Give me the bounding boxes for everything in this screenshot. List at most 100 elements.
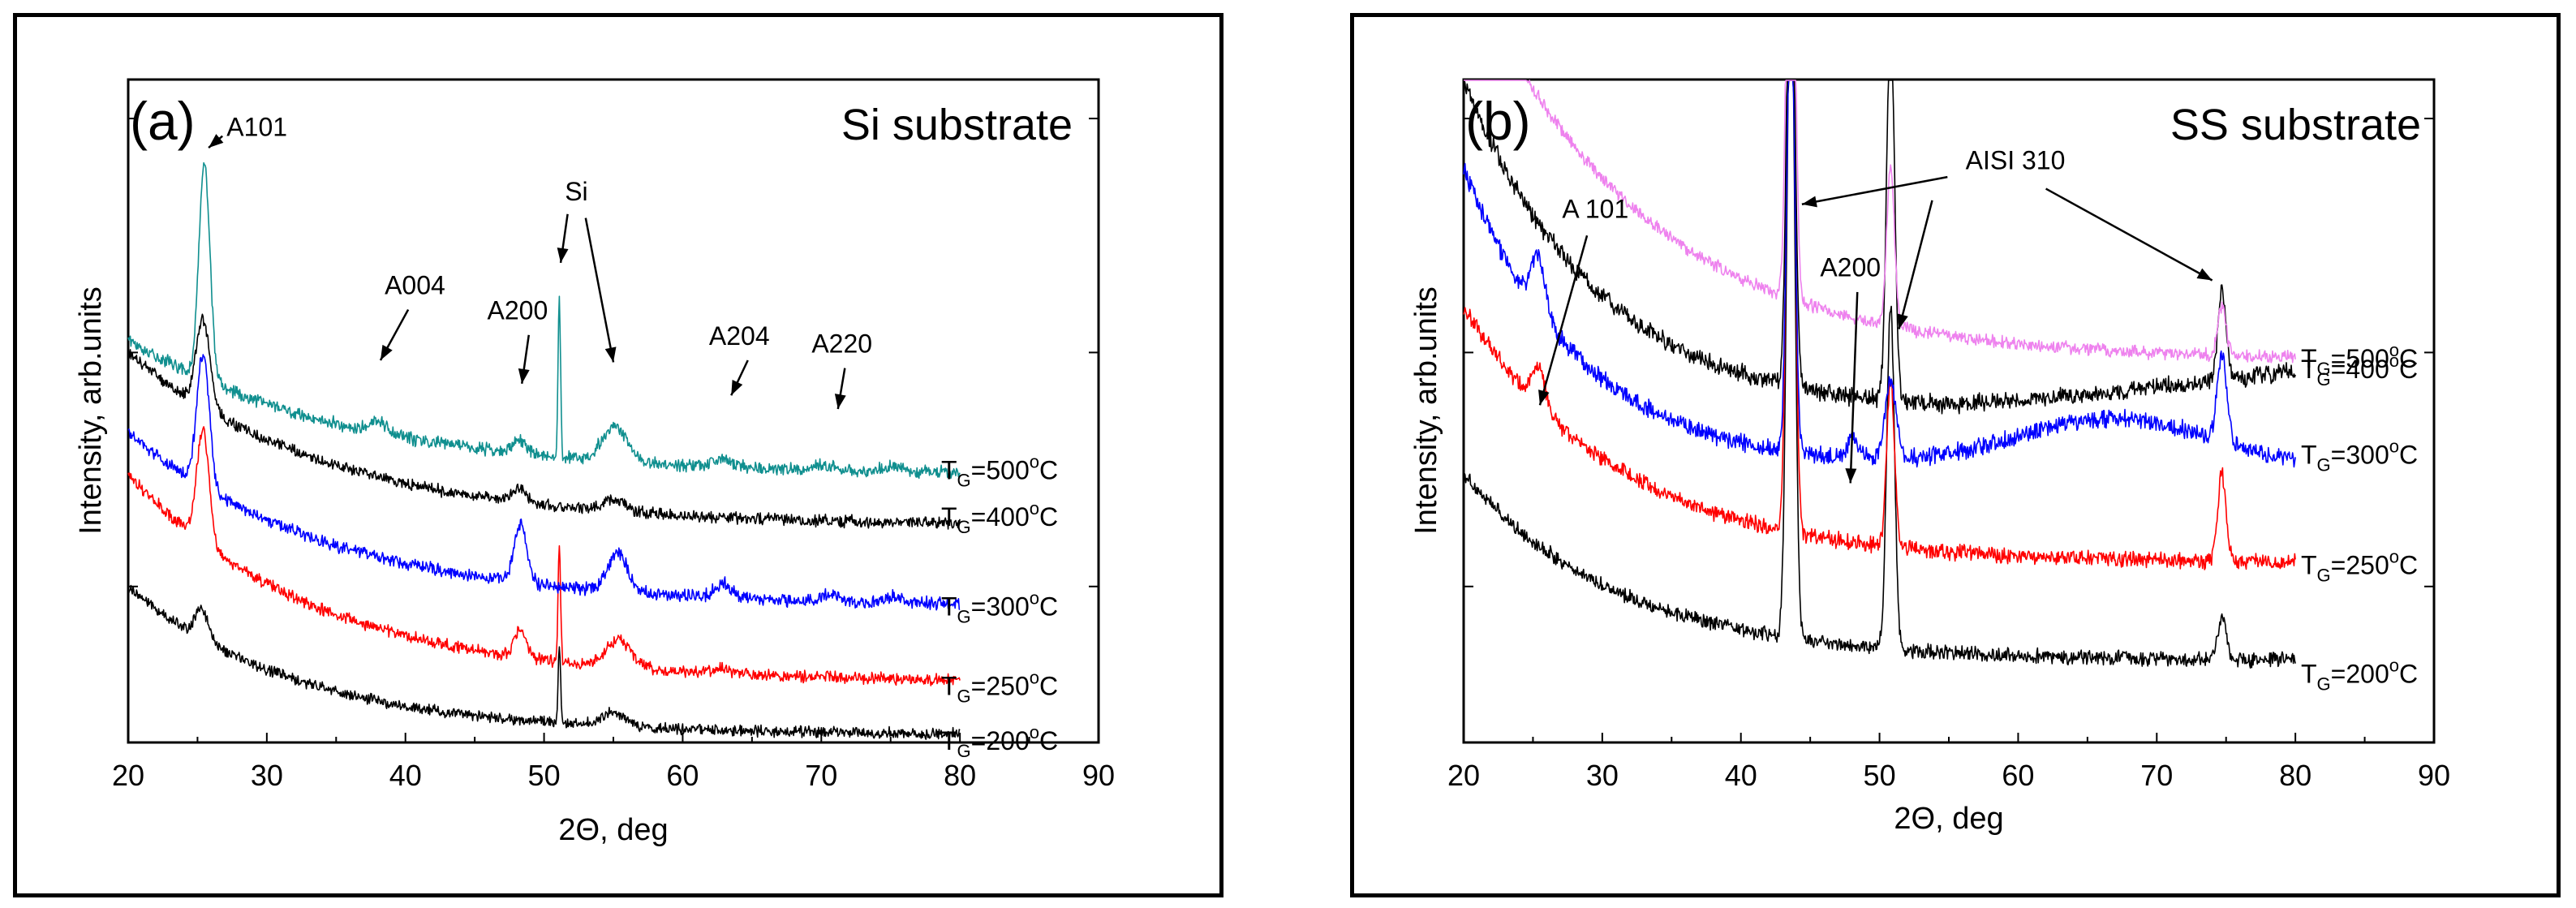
series-label-part: C [2399, 355, 2418, 384]
x-tick-label: 30 [251, 759, 283, 792]
series-label-part: =300 [2331, 440, 2389, 469]
series-label: TG=250oC [941, 668, 1058, 707]
series-label: TG=250oC [2301, 546, 2418, 585]
series-label-part: G [957, 517, 971, 537]
arrow-head [1538, 389, 1550, 406]
annotation-arrow [1849, 291, 1859, 484]
series-line-500 [1464, 80, 2296, 364]
series-label-part: o [1030, 588, 1039, 609]
series-label-part: T [941, 502, 957, 531]
arrow-head [557, 247, 569, 263]
arrow-head [209, 134, 224, 148]
arrow-head [1897, 313, 1908, 329]
series-label-part: G [2317, 369, 2331, 389]
series-label-part: =500 [971, 456, 1030, 485]
series-label: TG=400oC [2301, 351, 2418, 389]
y-ticks-a [128, 118, 1099, 587]
series-label-part: C [1039, 456, 1058, 485]
x-tick-label: 90 [2418, 759, 2450, 792]
x-tick-label: 20 [1447, 759, 1480, 792]
series-label: TG=500oC [941, 452, 1058, 491]
y-axis-label-b: Intensity, arb.units [1409, 286, 1443, 535]
series-label-part: T [2301, 440, 2317, 469]
series-label-part: G [2317, 674, 2331, 695]
arrow-head [604, 346, 617, 363]
series-line-500 [127, 161, 961, 480]
series-label-part: G [2317, 454, 2331, 475]
annotation-arrow [1898, 200, 1933, 329]
series-label-part: C [1039, 592, 1058, 622]
series-label-part: C [1039, 502, 1058, 531]
panel-label-b: (b) [1465, 91, 1531, 151]
series-label: TG=400oC [941, 498, 1058, 537]
series-label-part: T [2301, 355, 2317, 384]
series-label-part: G [957, 607, 971, 627]
peak-annotation: A220 [811, 329, 872, 358]
series-line-400 [127, 313, 961, 530]
arrow-head [731, 380, 743, 396]
series-label-part: C [2399, 550, 2418, 579]
x-tick-label: 80 [944, 759, 976, 792]
series-label-part: G [2317, 359, 2331, 379]
x-tick-label: 40 [1725, 759, 1757, 792]
peak-annotation: Si [565, 177, 587, 206]
y-ticks-b [1464, 118, 2434, 587]
peak-annotation: A 101 [1562, 195, 1628, 224]
series-line-400 [1463, 80, 2296, 415]
x-tick-label: 20 [112, 759, 144, 792]
x-tick-label: 90 [1082, 759, 1115, 792]
panel-label-a: (a) [130, 91, 196, 151]
series-label-part: T [941, 592, 957, 622]
series-label: TG=300oC [941, 588, 1058, 627]
peak-annotation: A004 [385, 270, 445, 299]
series-label-part: =400 [2331, 355, 2389, 384]
series-label-part: G [2317, 565, 2331, 585]
x-tick-label: 70 [2140, 759, 2173, 792]
peak-annotation: AISI 310 [1966, 146, 2066, 175]
series-label-part: =250 [971, 672, 1030, 701]
series-label-part: o [2389, 656, 2399, 676]
curves-b [1463, 80, 2296, 669]
peak-annotation: A200 [1820, 253, 1881, 282]
annotations-b: A 101 AISI 310 A200 [1538, 146, 2213, 484]
series-label-part: C [1039, 726, 1058, 755]
x-axis-label-b: 2Θ, deg [1894, 802, 2003, 836]
series-line-250 [127, 426, 961, 686]
series-label-part: T [2301, 660, 2317, 689]
series-label: TG=500oC [2301, 340, 2418, 379]
series-line-300 [127, 354, 961, 611]
x-tick-label: 60 [666, 759, 699, 792]
series-line-250 [1463, 80, 2296, 570]
series-label-part: o [1030, 452, 1039, 472]
annotations-a: A101 A004 A200 Si A204 A220 [208, 113, 872, 410]
x-tick-label: 30 [1586, 759, 1619, 792]
x-tick-label: 80 [2279, 759, 2312, 792]
series-line-200 [127, 583, 961, 740]
arrow-head [1845, 468, 1857, 484]
series-label-part: =250 [2331, 550, 2389, 579]
x-ticks-b: 20 30 40 50 60 70 80 90 [1447, 733, 2450, 792]
x-axis-label-a: 2Θ, deg [558, 813, 668, 847]
chart-title-a: Si substrate [841, 101, 1073, 149]
x-ticks-a: 20 30 40 50 60 70 80 90 [112, 733, 1115, 792]
x-tick-label: 40 [389, 759, 422, 792]
peak-annotation: A101 [226, 113, 287, 142]
series-label-part: T [941, 672, 957, 701]
series-label-part: G [957, 471, 971, 491]
series-label-part: T [2301, 344, 2317, 373]
series-label-part: C [1039, 672, 1058, 701]
series-label-part: o [1030, 722, 1039, 742]
x-tick-label: 60 [2002, 759, 2034, 792]
series-label-part: G [957, 686, 971, 707]
arrow-head [2196, 268, 2213, 281]
annotation-arrow [1801, 175, 1948, 206]
series-label-part: o [2389, 436, 2399, 456]
annotation-arrow [584, 217, 615, 363]
series-label-part: T [941, 456, 957, 485]
series-label-part: =200 [2331, 660, 2389, 689]
arrow-head [1801, 196, 1817, 208]
series-label-part: o [2389, 351, 2399, 371]
x-tick-label: 50 [1864, 759, 1896, 792]
series-label-part: =500 [2331, 344, 2389, 373]
